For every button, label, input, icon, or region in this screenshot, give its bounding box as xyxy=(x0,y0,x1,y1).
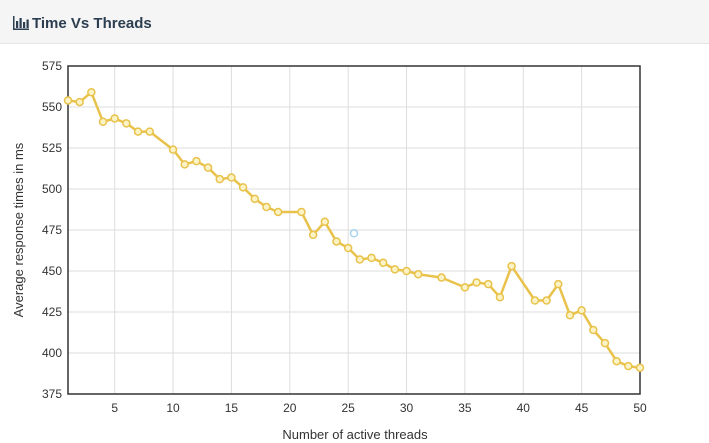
chart-grid xyxy=(68,65,641,395)
y-axis: 375 400 425 450 475 500 525 550 575 xyxy=(42,59,62,401)
data-point[interactable] xyxy=(483,279,493,289)
data-point[interactable] xyxy=(565,311,575,320)
data-point[interactable] xyxy=(378,258,388,268)
data-point[interactable] xyxy=(343,243,353,253)
data-point[interactable] xyxy=(495,292,505,302)
series-points xyxy=(63,87,645,373)
data-point[interactable] xyxy=(355,255,365,264)
x-axis: 5 10 15 20 25 30 35 40 45 50 xyxy=(111,401,647,415)
data-point[interactable] xyxy=(87,87,96,97)
data-point[interactable] xyxy=(98,117,108,127)
y-tick-label: 425 xyxy=(42,305,62,319)
panel-title-text: Time Vs Threads xyxy=(32,14,152,32)
x-tick-label: 20 xyxy=(283,401,297,415)
plot-frame xyxy=(67,65,641,395)
data-point[interactable] xyxy=(168,145,178,154)
data-point[interactable] xyxy=(192,156,201,166)
x-tick-label: 10 xyxy=(166,401,180,415)
panel-title: Time Vs Threads xyxy=(13,13,152,33)
data-point[interactable] xyxy=(75,97,84,107)
data-point[interactable] xyxy=(589,325,598,335)
data-point[interactable] xyxy=(250,194,260,204)
y-tick-label: 525 xyxy=(42,141,62,155)
data-point[interactable] xyxy=(402,266,411,276)
data-point[interactable] xyxy=(413,270,423,279)
data-point[interactable] xyxy=(308,230,318,240)
data-point[interactable] xyxy=(472,278,481,287)
y-tick-label: 375 xyxy=(42,387,62,401)
data-point[interactable] xyxy=(63,96,73,105)
data-point[interactable] xyxy=(133,127,143,136)
data-point[interactable] xyxy=(612,356,621,366)
x-tick-label: 5 xyxy=(111,401,118,415)
data-point[interactable] xyxy=(215,174,225,184)
x-tick-label: 15 xyxy=(225,401,239,415)
y-tick-label: 500 xyxy=(42,182,62,196)
data-point[interactable] xyxy=(332,237,341,246)
y-tick-label: 550 xyxy=(42,100,62,114)
data-point[interactable] xyxy=(273,207,283,217)
data-point[interactable] xyxy=(297,207,306,217)
data-point[interactable] xyxy=(367,253,376,263)
data-point[interactable] xyxy=(203,163,213,172)
data-point[interactable] xyxy=(624,361,633,371)
y-tick-label: 475 xyxy=(42,223,62,237)
x-tick-label: 35 xyxy=(458,401,472,415)
hover-marker xyxy=(349,229,359,238)
x-tick-label: 25 xyxy=(341,401,355,415)
x-tick-label: 40 xyxy=(517,401,531,415)
data-point[interactable] xyxy=(145,127,154,136)
y-axis-label: Average response times in ms xyxy=(11,142,26,317)
data-point[interactable] xyxy=(635,363,645,373)
x-tick-label: 30 xyxy=(400,401,414,415)
data-point[interactable] xyxy=(507,261,516,271)
x-tick-label: 50 xyxy=(633,401,647,415)
data-point[interactable] xyxy=(390,265,400,274)
data-point[interactable] xyxy=(238,183,248,192)
data-point[interactable] xyxy=(600,338,610,348)
data-point[interactable] xyxy=(460,283,470,292)
y-tick-label: 400 xyxy=(42,346,62,360)
data-point[interactable] xyxy=(542,296,551,305)
data-point[interactable] xyxy=(577,306,586,315)
data-point[interactable] xyxy=(227,173,236,182)
data-point[interactable] xyxy=(122,119,131,128)
data-point[interactable] xyxy=(530,296,540,305)
data-point[interactable] xyxy=(320,217,330,227)
y-tick-label: 575 xyxy=(42,59,62,73)
panel-heading: Time Vs Threads xyxy=(0,0,709,44)
data-point[interactable] xyxy=(554,279,563,289)
data-point[interactable] xyxy=(262,202,271,212)
data-point[interactable] xyxy=(110,114,119,123)
data-point[interactable] xyxy=(437,273,446,282)
x-tick-label: 45 xyxy=(575,401,589,415)
data-point[interactable] xyxy=(180,160,189,169)
bar-chart-icon xyxy=(13,16,29,30)
y-tick-label: 450 xyxy=(42,264,62,278)
x-axis-label: Number of active threads xyxy=(282,427,428,442)
